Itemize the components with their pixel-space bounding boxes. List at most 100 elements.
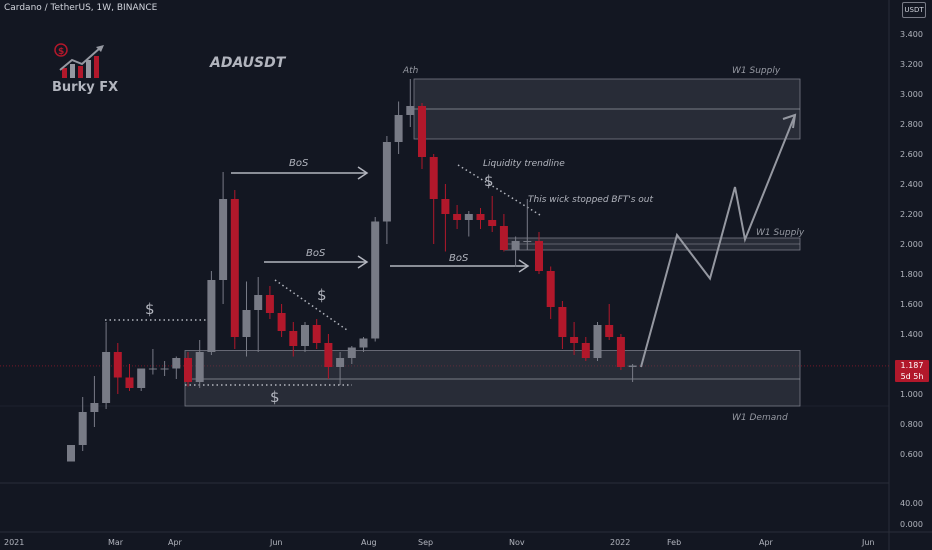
last-price-badge: 1.187 5d 5h — [895, 360, 929, 382]
candle-body — [453, 214, 462, 220]
candle-body — [476, 214, 485, 220]
candle-body — [230, 199, 239, 337]
bos-label-1: BoS — [289, 158, 309, 169]
y-tick-label: 0.600 — [900, 450, 923, 459]
x-tick-label: Jun — [861, 538, 875, 547]
y-tick-label: 2.200 — [900, 210, 923, 219]
x-tick-label: Nov — [509, 538, 525, 547]
candle-body — [301, 325, 309, 346]
x-tick-label: Sep — [418, 538, 433, 547]
candle-body — [78, 412, 87, 445]
symbol-header: Cardano / TetherUS, 1W, BINANCE — [4, 3, 158, 13]
candle-body — [125, 377, 134, 388]
projection-layer — [640, 113, 797, 368]
candle-body — [195, 352, 204, 382]
ath-label: Ath — [402, 66, 419, 76]
ticker-label: ADAUSDT — [210, 55, 286, 71]
candle-body — [265, 295, 274, 313]
logo-text: Burky FX — [52, 80, 119, 95]
candle-body — [628, 365, 637, 367]
candle-body — [429, 157, 438, 199]
projection-path — [640, 114, 796, 368]
dollar-label-4: $ — [270, 388, 280, 406]
candle-body — [406, 106, 415, 115]
projection-arrow-head — [782, 113, 797, 129]
candle-body — [67, 445, 75, 462]
w1-demand-label: W1 Demand — [732, 413, 788, 423]
y-tick-label: 3.200 — [900, 60, 923, 69]
zone-rect — [184, 350, 801, 407]
w1-supply-top-label: W1 Supply — [732, 66, 781, 76]
candle-body — [511, 241, 520, 250]
bos-arrow-2-head — [357, 255, 369, 269]
candle-body — [546, 271, 555, 307]
liquidity-trendline-label: Liquidity trendline — [483, 159, 565, 169]
candle-body — [207, 280, 216, 352]
bos-arrow-1-head — [357, 166, 369, 180]
y-tick-label: 0.800 — [900, 420, 923, 429]
candle-body — [441, 199, 450, 214]
y-tick-label: 2.800 — [900, 120, 923, 129]
currency-button[interactable]: USDT — [902, 2, 926, 18]
candle-body — [499, 226, 508, 250]
time-axis[interactable]: 2021 Mar Apr Jun Aug Sep Nov 2022 Feb Apr Jun — [4, 538, 875, 547]
x-tick-label: Feb — [667, 538, 681, 547]
y-tick-label: 2.400 — [900, 180, 923, 189]
y-tick-label: 40.00 — [900, 499, 923, 508]
candle-body — [535, 241, 543, 271]
candle-body — [570, 337, 579, 343]
candle-body — [359, 338, 368, 348]
x-tick-label: Mar — [108, 538, 124, 547]
candle-body — [371, 221, 380, 339]
candle-body — [488, 220, 497, 226]
candle-body — [347, 347, 356, 358]
y-tick-label: 2.000 — [900, 240, 923, 249]
candle-body — [418, 106, 426, 157]
zones-layer — [184, 78, 801, 407]
candle-body — [394, 115, 403, 142]
dollar-label-1: $ — [145, 300, 155, 318]
candle-body — [90, 403, 99, 412]
candle-body — [219, 199, 228, 280]
candles-layer — [67, 79, 637, 462]
candle-body — [558, 307, 567, 337]
dollar-label-2: $ — [317, 286, 327, 304]
candle-body — [312, 325, 321, 343]
candle-body — [581, 343, 590, 358]
x-tick-label: 2021 — [4, 538, 24, 547]
x-tick-label: Apr — [168, 538, 183, 547]
candle-body — [277, 313, 286, 331]
wick-note-label: This wick stopped BFT's out — [528, 195, 653, 205]
y-tick-label: 1.000 — [900, 390, 923, 399]
candle-body — [324, 343, 333, 367]
w1-supply-mid-label: W1 Supply — [756, 228, 805, 238]
x-tick-label: Jun — [269, 538, 283, 547]
y-tick-label: 1.600 — [900, 300, 923, 309]
candle-body — [148, 368, 157, 370]
candle-body — [242, 310, 251, 337]
candle-body — [289, 331, 298, 346]
candle-body — [593, 325, 602, 358]
y-tick-label: 1.800 — [900, 270, 923, 279]
bos-label-2: BoS — [306, 248, 326, 259]
y-tick-label: 3.000 — [900, 90, 923, 99]
candle-body — [605, 325, 614, 337]
candle-body — [160, 368, 169, 370]
y-tick-label: 1.400 — [900, 330, 923, 339]
bos-label-3: BoS — [449, 253, 469, 264]
candle-body — [113, 352, 122, 378]
y-tick-label: 3.400 — [900, 30, 923, 39]
candle-body — [102, 352, 111, 403]
dollar-label-3: $ — [484, 172, 494, 190]
liquidity-trendline-1 — [274, 279, 348, 331]
annotation-lines — [105, 164, 541, 386]
x-tick-label: 2022 — [610, 538, 630, 547]
bos-arrow-3-head — [518, 259, 530, 273]
countdown-value: 5d 5h — [900, 372, 924, 381]
x-tick-label: Aug — [361, 538, 377, 547]
candle-body — [184, 358, 192, 382]
y-tick-label: 0.000 — [900, 520, 923, 529]
